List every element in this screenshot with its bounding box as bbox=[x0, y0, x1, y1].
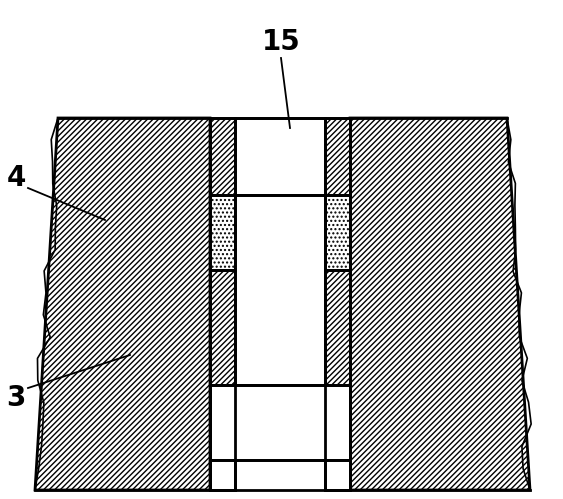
Bar bbox=[210, 460, 235, 490]
Bar bbox=[325, 460, 350, 490]
Bar bbox=[210, 385, 350, 460]
Bar bbox=[325, 270, 350, 385]
Bar bbox=[210, 270, 235, 385]
Bar bbox=[325, 195, 350, 270]
Bar bbox=[325, 118, 350, 195]
Text: 15: 15 bbox=[262, 28, 301, 56]
Bar bbox=[210, 118, 235, 195]
Polygon shape bbox=[35, 118, 210, 490]
Polygon shape bbox=[350, 118, 530, 490]
Bar bbox=[235, 195, 325, 385]
Text: 4: 4 bbox=[6, 164, 26, 192]
Text: 3: 3 bbox=[6, 384, 26, 412]
Bar bbox=[235, 118, 325, 195]
Bar bbox=[210, 195, 235, 270]
